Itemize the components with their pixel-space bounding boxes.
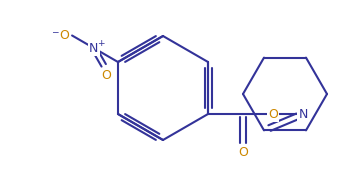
Text: O: O [59, 29, 69, 42]
Text: −: − [51, 27, 59, 36]
Text: O: O [268, 108, 278, 121]
Text: N: N [89, 42, 99, 55]
Text: +: + [97, 39, 104, 48]
Text: O: O [238, 146, 248, 159]
Text: O: O [101, 69, 111, 82]
Text: N: N [298, 108, 308, 121]
